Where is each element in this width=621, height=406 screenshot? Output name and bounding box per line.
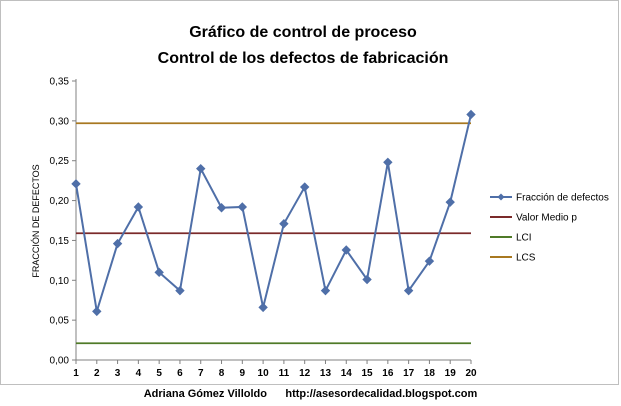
- data-point: [154, 267, 164, 278]
- data-point: [279, 218, 289, 229]
- series-line-fraccion-de-defectos: [75, 114, 472, 312]
- data-point: [341, 245, 351, 255]
- data-point: [383, 157, 393, 168]
- legend-label: Fracción de defectos: [516, 193, 609, 204]
- data-point: [320, 285, 331, 296]
- y-axis-label: FRACCIÓN DE DEFECTOS: [31, 164, 41, 277]
- data-point: [216, 203, 227, 213]
- legend-label: Valor Medio p: [516, 213, 577, 224]
- data-point: [133, 202, 144, 212]
- data-point: [424, 256, 435, 266]
- control-chart: Gráfico de control de proceso Control de…: [31, 24, 609, 380]
- chart-title-line-1: Gráfico de control de proceso: [189, 24, 417, 41]
- x-tick-label: 4: [136, 368, 142, 379]
- y-tick-label: 0,15: [50, 236, 70, 247]
- data-point: [403, 285, 414, 296]
- plot-area: 0,000,050,100,150,200,250,300,351 2 3 4 5 6 7 8…: [50, 77, 477, 380]
- footer-url[interactable]: http://asesordecalidad.blogspot.com: [285, 388, 478, 400]
- x-tick-label: 11: [279, 368, 290, 379]
- legend-marker: [497, 193, 505, 201]
- x-tick-label: 13: [320, 368, 332, 379]
- x-tick-label: 2: [94, 368, 100, 379]
- x-tick-label: 7: [198, 368, 204, 379]
- y-tick-label: 0,35: [50, 77, 70, 88]
- x-tick-label: 8: [219, 368, 225, 379]
- x-tick-label: 19: [445, 368, 457, 379]
- x-tick-label: 6: [177, 368, 183, 379]
- footer: Adriana Gómez Villoldo http://asesordeca…: [0, 388, 621, 406]
- y-tick-label: 0,30: [50, 116, 70, 127]
- data-point: [299, 182, 310, 192]
- data-point: [362, 274, 372, 285]
- x-tick-label: 20: [465, 368, 477, 379]
- legend: Fracción de defectos Valor Medio p LCI LCS: [490, 193, 609, 264]
- data-point: [445, 197, 455, 207]
- x-tick-label: 18: [424, 368, 436, 379]
- x-tick-label: 14: [341, 368, 353, 379]
- chart-title-line-2: Control de los defectos de fabricación: [158, 50, 449, 67]
- y-tick-label: 0,25: [50, 156, 70, 167]
- data-point: [112, 238, 123, 249]
- data-point: [71, 179, 81, 189]
- data-point: [196, 163, 206, 174]
- y-tick-label: 0,05: [50, 316, 70, 327]
- x-tick-label: 15: [361, 368, 373, 379]
- data-point: [92, 306, 102, 317]
- x-tick-label: 5: [156, 368, 162, 379]
- chart-frame: Gráfico de control de proceso Control de…: [0, 0, 619, 385]
- y-tick-label: 0,10: [50, 276, 70, 287]
- data-point: [237, 202, 248, 212]
- footer-author: Adriana Gómez Villoldo: [143, 388, 267, 400]
- legend-label: LCS: [516, 253, 536, 264]
- y-tick-label: 0,00: [50, 356, 70, 367]
- data-point: [258, 302, 268, 313]
- x-tick-label: 12: [299, 368, 311, 379]
- x-tick-label: 3: [115, 368, 121, 379]
- data-point: [466, 109, 476, 120]
- x-tick-label: 9: [240, 368, 246, 379]
- legend-label: LCI: [516, 233, 532, 244]
- y-tick-label: 0,20: [50, 196, 70, 207]
- data-point: [175, 285, 185, 296]
- x-tick-label: 10: [258, 368, 270, 379]
- x-tick-label: 1: [73, 368, 79, 379]
- x-tick-label: 17: [403, 368, 415, 379]
- x-tick-label: 16: [382, 368, 394, 379]
